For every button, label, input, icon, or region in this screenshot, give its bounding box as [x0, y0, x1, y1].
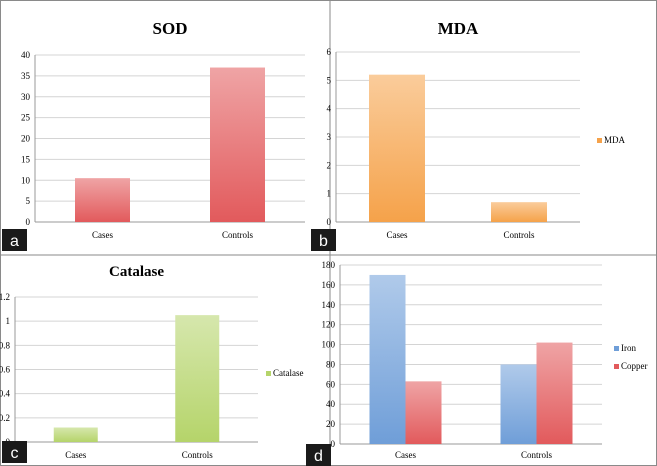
- panel-letter-badge: [306, 444, 331, 466]
- chart-panel-d: 0 20 40 60 80 100 120 140 160 180 Cases Controls Iro…: [306, 260, 648, 466]
- y-tick-label: 0: [327, 217, 332, 227]
- y-tick-label: 20: [326, 419, 336, 429]
- legend-swatch: [597, 138, 602, 143]
- x-category-label: Cases: [395, 450, 416, 460]
- legend-label: Catalase: [273, 368, 304, 378]
- x-category-label: Cases: [65, 450, 86, 460]
- y-tick-label: 10: [21, 175, 31, 185]
- chart-title: SOD: [153, 19, 188, 38]
- bar-iron-cases: [369, 274, 406, 444]
- x-category-label: Controls: [182, 450, 214, 460]
- panel-letter: d: [314, 448, 323, 465]
- panel-letter: c: [11, 445, 19, 462]
- bar-catalase-controls: [175, 315, 220, 442]
- y-tick-label: 0.6: [0, 365, 11, 375]
- y-tick-label: 2: [327, 160, 332, 170]
- y-tick-label: 0.8: [0, 340, 11, 350]
- y-tick-label: 140: [322, 300, 336, 310]
- bar-copper-cases: [405, 381, 442, 444]
- y-tick-label: 6: [327, 47, 332, 57]
- panel-letter-badge: [311, 229, 336, 251]
- panel-letter-badge: [2, 229, 27, 251]
- y-tick-label: 60: [326, 379, 336, 389]
- y-tick-label: 15: [21, 154, 31, 164]
- chart-panel-b: MDA 0 1 2 3 4 5 6 Cases Controls MDA b: [311, 19, 626, 251]
- y-tick-label: 1: [327, 189, 332, 199]
- panel-letter-badge: [2, 441, 27, 463]
- panel-letter: a: [10, 233, 19, 250]
- y-tick-label: 180: [322, 260, 336, 270]
- y-tick-label: 40: [326, 399, 336, 409]
- chart-panel-c: Catalase00.20.40.60.811.2CasesControlsCa…: [0, 264, 304, 463]
- y-tick-label: 0.4: [0, 389, 11, 399]
- bar-a-controls: [210, 67, 265, 223]
- y-tick-label: 80: [326, 359, 336, 369]
- y-tick-label: 35: [21, 71, 31, 81]
- bar-mda-controls: [491, 202, 547, 222]
- bar-a-cases: [75, 178, 130, 222]
- legend-swatch: [614, 364, 619, 369]
- chart-title: MDA: [438, 19, 479, 38]
- x-category-label: Controls: [521, 450, 553, 460]
- x-category-label: Controls: [503, 230, 535, 240]
- x-category-label: Controls: [222, 230, 254, 240]
- y-tick-label: 20: [21, 134, 31, 144]
- y-tick-label: 3: [327, 132, 332, 142]
- y-tick-label: 30: [21, 92, 31, 102]
- y-tick-label: 1: [6, 316, 11, 326]
- bar-catalase-cases: [53, 427, 98, 442]
- panel-letter: b: [319, 233, 328, 250]
- y-tick-label: 40: [21, 50, 31, 60]
- legend-label: Iron: [621, 343, 636, 353]
- legend-swatch: [266, 371, 271, 376]
- x-category-label: Cases: [387, 230, 408, 240]
- chart-title: Catalase: [109, 264, 164, 280]
- chart-panel-a: SOD 0 5 10 15 20 25 30 35 40 Cases Controls a: [2, 19, 305, 251]
- y-tick-label: 1.2: [0, 292, 10, 302]
- y-tick-label: 100: [322, 340, 336, 350]
- y-tick-label: 0: [331, 439, 336, 449]
- bar-mda-cases: [369, 74, 425, 223]
- x-category-label: Cases: [92, 230, 113, 240]
- y-tick-label: 5: [26, 196, 31, 206]
- y-tick-label: 25: [21, 113, 31, 123]
- legend-swatch: [614, 346, 619, 351]
- y-tick-label: 0: [26, 217, 31, 227]
- y-tick-label: 160: [322, 280, 336, 290]
- y-tick-label: 0.2: [0, 413, 10, 423]
- bar-copper-controls: [536, 342, 573, 444]
- legend-label: MDA: [604, 135, 626, 145]
- legend-label: Copper: [621, 361, 648, 371]
- bar-iron-controls: [500, 364, 537, 444]
- y-tick-label: 5: [327, 75, 332, 85]
- y-tick-label: 120: [322, 320, 336, 330]
- y-tick-label: 4: [327, 104, 332, 114]
